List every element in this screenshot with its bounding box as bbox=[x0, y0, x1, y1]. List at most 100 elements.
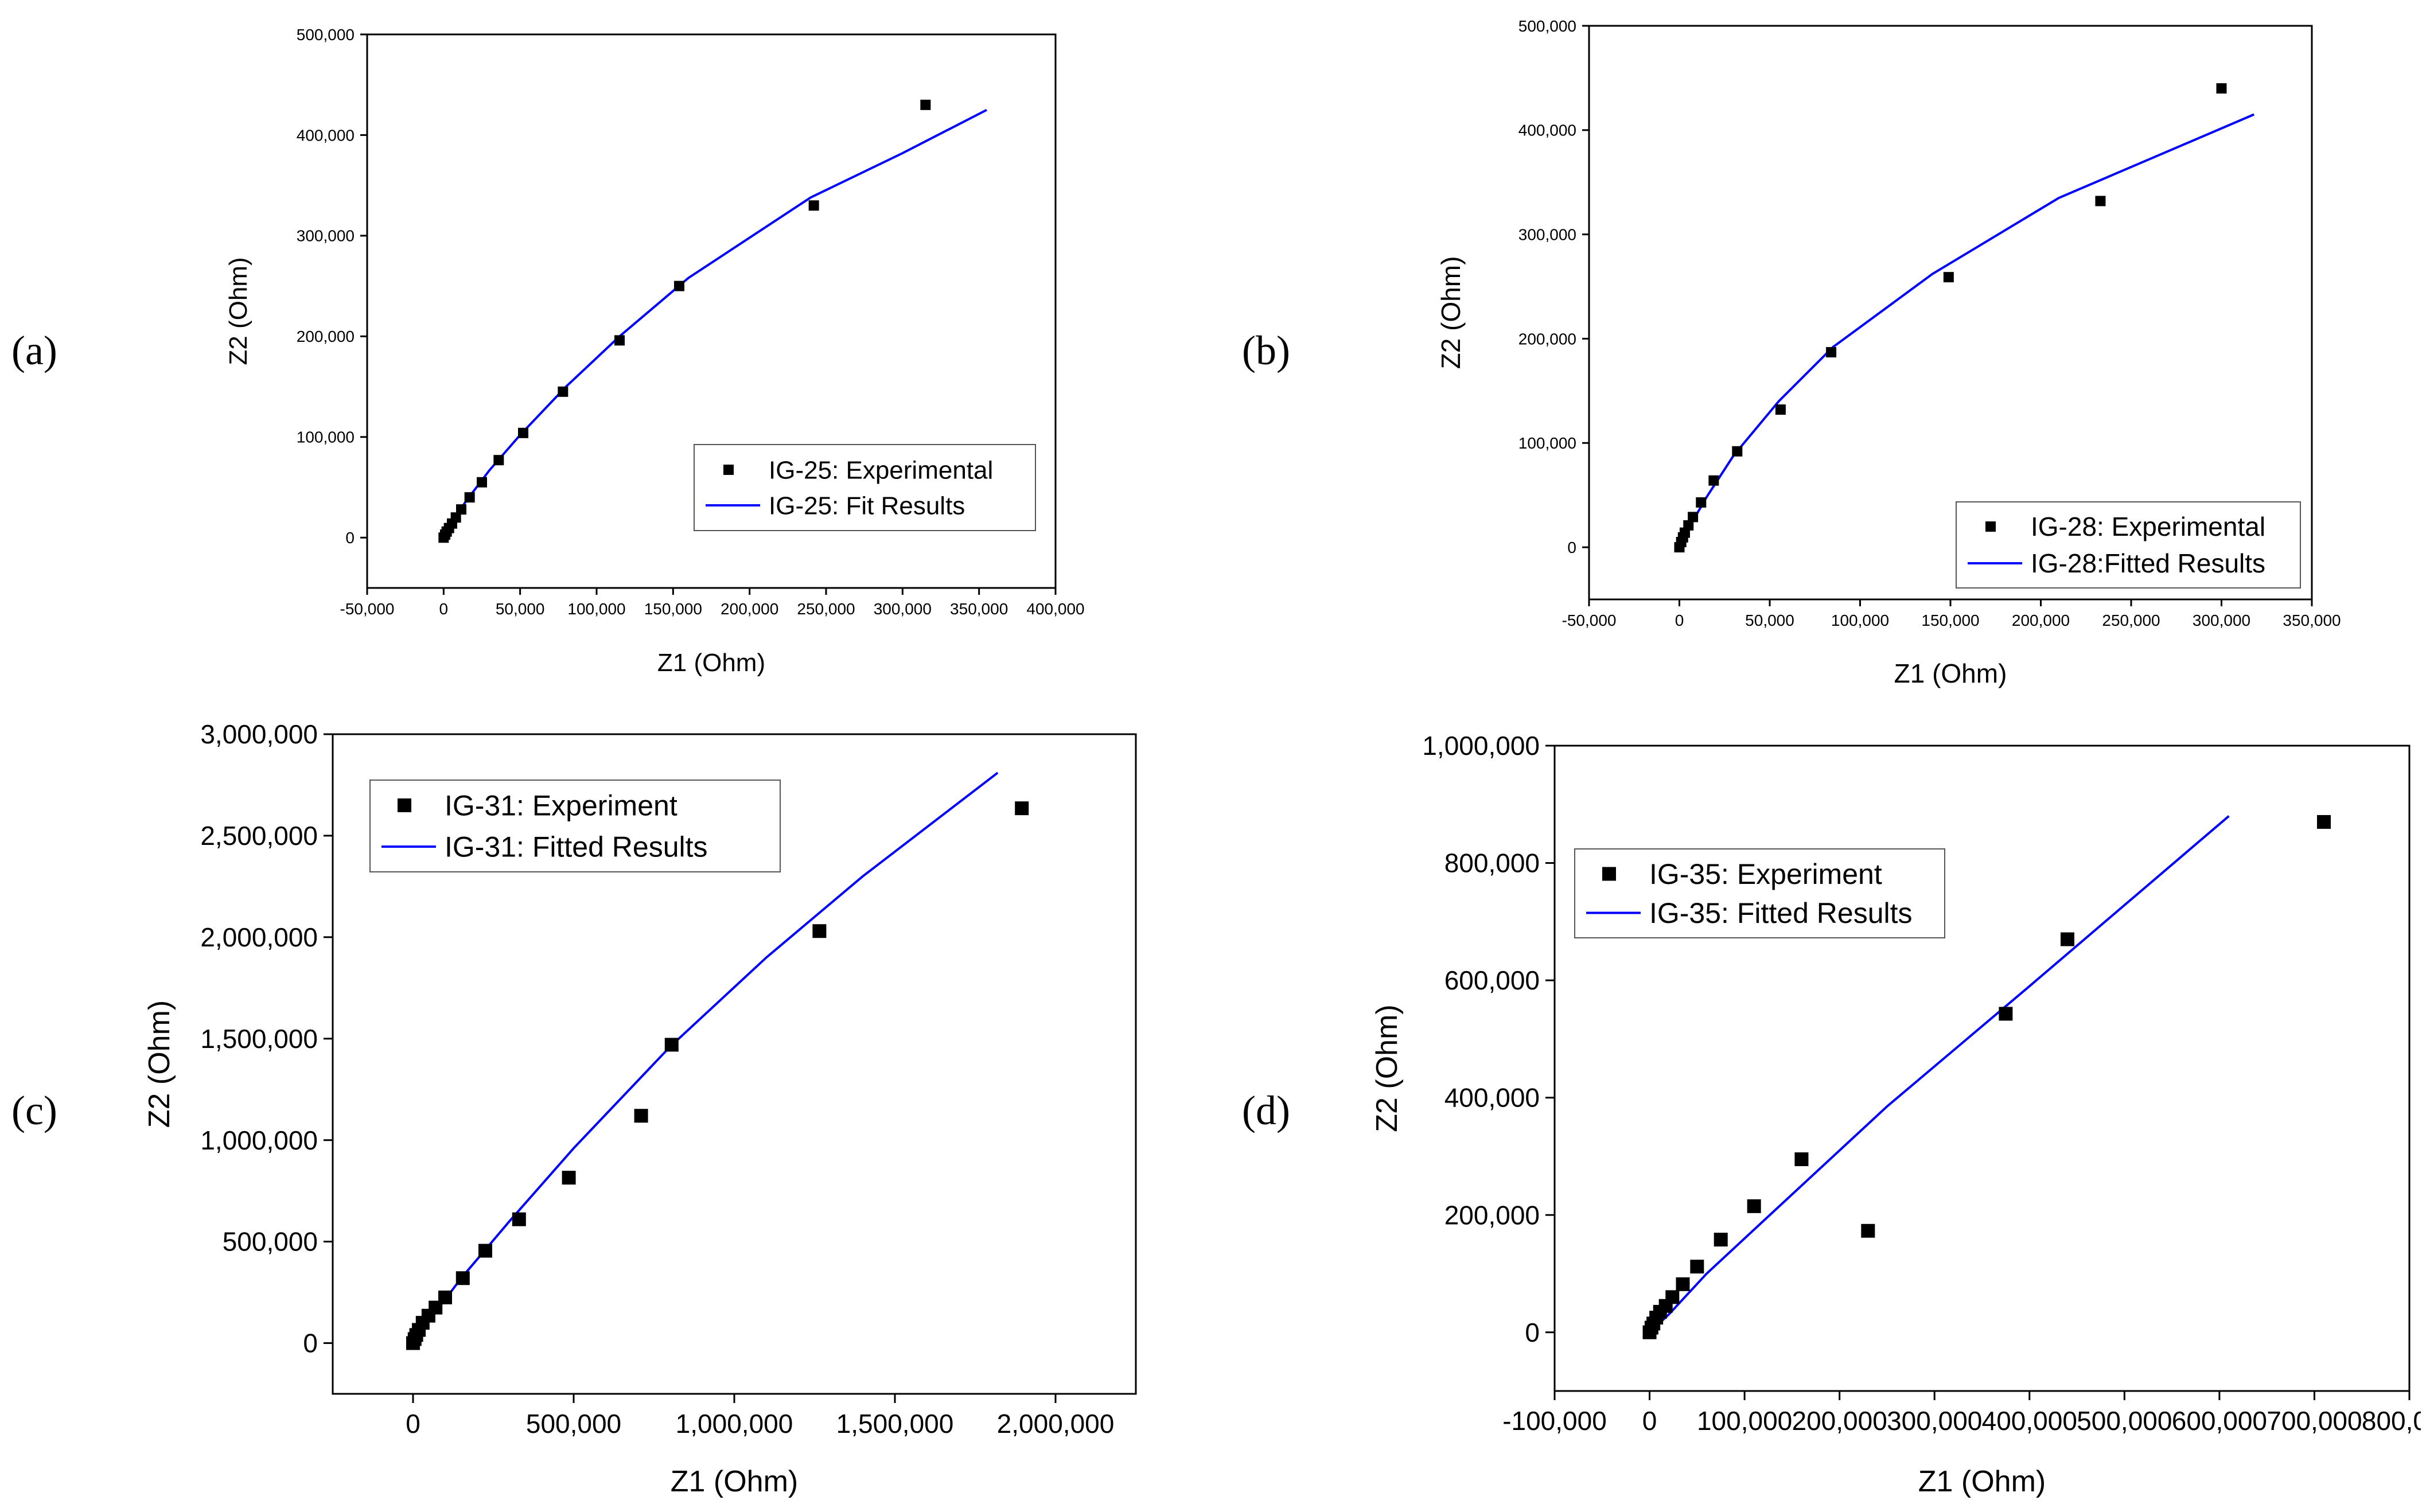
y-tick-label-c: 2,500,000 bbox=[200, 821, 318, 851]
x-tick-label-c: 2,000,000 bbox=[997, 1409, 1115, 1439]
data-point-d bbox=[1714, 1233, 1728, 1247]
x-axis-title-a: Z1 (Ohm) bbox=[657, 649, 765, 677]
x-tick-label-d: 200,000 bbox=[1792, 1406, 1887, 1436]
y-tick-label-c: 1,000,000 bbox=[200, 1125, 318, 1155]
x-tick-label-a: -50,000 bbox=[340, 600, 395, 618]
legend-marker-icon-b bbox=[1985, 521, 1996, 532]
x-tick-label-b: -50,000 bbox=[1562, 611, 1617, 629]
data-point-c bbox=[664, 1038, 679, 1052]
x-tick-label-b: 200,000 bbox=[2012, 611, 2070, 629]
y-axis-title-b: Z2 (Ohm) bbox=[1436, 256, 1466, 369]
legend-marker-icon-a bbox=[723, 465, 734, 475]
plot-frame-a bbox=[366, 33, 1057, 589]
y-tick-label-c: 3,000,000 bbox=[200, 719, 318, 749]
legend-box-b bbox=[1956, 501, 2301, 589]
x-tick-label-a: 150,000 bbox=[644, 600, 702, 618]
data-point-a bbox=[614, 335, 625, 346]
legend-label-experimental-c: IG-31: Experiment bbox=[445, 790, 677, 822]
x-tick-label-d: 0 bbox=[1642, 1406, 1657, 1436]
data-point-a bbox=[493, 455, 504, 466]
x-tick-label-d: 500,000 bbox=[2077, 1406, 2172, 1436]
data-point-b bbox=[1696, 497, 1707, 508]
x-tick-label-c: 1,000,000 bbox=[676, 1409, 793, 1439]
x-tick-label-d: 400,000 bbox=[1982, 1406, 2077, 1436]
y-tick-label-c: 2,000,000 bbox=[200, 922, 318, 952]
x-tick-label-d: 600,000 bbox=[2172, 1406, 2267, 1436]
legend-label-experimental-d: IG-35: Experiment bbox=[1649, 858, 1882, 890]
data-point-c bbox=[478, 1244, 492, 1258]
x-tick-label-b: 0 bbox=[1675, 611, 1684, 629]
y-tick-label-c: 0 bbox=[303, 1328, 318, 1358]
data-point-a bbox=[456, 504, 466, 515]
legend-d: IG-35: Experiment IG-35: Fitted Results bbox=[1574, 848, 1945, 938]
legend-a: IG-25: Experimental IG-25: Fit Results bbox=[694, 444, 1036, 531]
data-point-b bbox=[1826, 347, 1837, 358]
data-point-b bbox=[1708, 475, 1719, 486]
x-axis-title-b: Z1 (Ohm) bbox=[1894, 658, 2007, 688]
legend-b: IG-28: Experimental IG-28:Fitted Results bbox=[1956, 501, 2301, 589]
y-tick-label-d: 1,000,000 bbox=[1422, 731, 1540, 761]
x-tick-label-a: 250,000 bbox=[797, 600, 855, 618]
chart-c: 0 500,000 1,000,000 1,500,000 2,000,000 0 500,… bbox=[143, 719, 1137, 1498]
x-tick-label-a: 300,000 bbox=[874, 600, 932, 618]
legend-label-fit-d: IG-35: Fitted Results bbox=[1649, 897, 1913, 929]
y-tick-label-a: 400,000 bbox=[297, 126, 355, 144]
y-tick-label-d: 400,000 bbox=[1444, 1083, 1540, 1113]
y-tick-label-a: 100,000 bbox=[297, 428, 355, 446]
y-axis-title-a: Z2 (Ohm) bbox=[224, 257, 252, 365]
x-tick-label-d: 300,000 bbox=[1887, 1406, 1982, 1436]
data-point-c bbox=[455, 1271, 470, 1285]
panel-label-d: (d) bbox=[1242, 1088, 1290, 1133]
legend-label-fit-c: IG-31: Fitted Results bbox=[445, 831, 708, 863]
data-point-c bbox=[1015, 801, 1029, 816]
x-axis-title-c: Z1 (Ohm) bbox=[671, 1465, 798, 1498]
x-tick-label-d: 100,000 bbox=[1697, 1406, 1792, 1436]
data-point-a bbox=[518, 427, 528, 438]
data-point-a bbox=[450, 512, 461, 523]
y-tick-label-a: 200,000 bbox=[297, 328, 355, 345]
y-axis-title-c: Z2 (Ohm) bbox=[143, 1000, 176, 1128]
legend-c: IG-31: Experiment IG-31: Fitted Results bbox=[369, 780, 781, 872]
x-tick-label-a: 0 bbox=[439, 600, 449, 618]
panel-label-c: (c) bbox=[11, 1088, 57, 1133]
data-point-b bbox=[2216, 83, 2227, 94]
legend-label-fit-b: IG-28:Fitted Results bbox=[2031, 548, 2265, 578]
y-tick-label-c: 1,500,000 bbox=[200, 1024, 318, 1054]
data-point-c bbox=[812, 924, 827, 938]
data-point-a bbox=[464, 492, 475, 503]
data-point-c bbox=[512, 1212, 526, 1226]
panel-label-a: (a) bbox=[11, 328, 57, 373]
y-tick-label-a: 0 bbox=[345, 529, 355, 547]
y-tick-label-d: 0 bbox=[1525, 1318, 1540, 1347]
y-tick-label-a: 500,000 bbox=[297, 26, 355, 44]
panel-label-b: (b) bbox=[1242, 328, 1290, 373]
legend-box-a bbox=[694, 444, 1036, 531]
legend-label-experimental-b: IG-28: Experimental bbox=[2031, 512, 2265, 541]
legend-box-d bbox=[1574, 848, 1945, 938]
data-point-a bbox=[477, 477, 487, 488]
data-point-b bbox=[1775, 404, 1786, 415]
y-tick-label-b: 0 bbox=[1567, 539, 1576, 556]
data-point-b bbox=[1943, 272, 1954, 283]
x-tick-label-b: 350,000 bbox=[2283, 611, 2341, 629]
x-tick-label-c: 500,000 bbox=[526, 1409, 621, 1439]
y-axis-title-d: Z2 (Ohm) bbox=[1370, 1004, 1404, 1132]
chart-a: -50,000 0 50,000 100,000 150,000 200,000 250,0… bbox=[224, 26, 1085, 677]
x-tick-label-d: -100,000 bbox=[1502, 1406, 1607, 1436]
y-tick-label-d: 200,000 bbox=[1444, 1200, 1540, 1230]
data-point-a bbox=[674, 280, 684, 291]
data-point-d bbox=[1665, 1290, 1680, 1304]
x-tick-label-d: 700,000 bbox=[2267, 1406, 2362, 1436]
chart-b: -50,000 0 50,000 100,000 150,000 200,000 250,0… bbox=[1436, 17, 2341, 688]
chart-d: -100,000 0 100,000 200,000 300,000 400,000 500… bbox=[1370, 731, 2421, 1498]
data-point-d bbox=[1690, 1260, 1704, 1274]
data-point-d bbox=[1999, 1007, 2013, 1021]
plot-frame-d bbox=[1553, 745, 2411, 1392]
x-tick-label-b: 50,000 bbox=[1745, 611, 1794, 629]
x-tick-label-a: 50,000 bbox=[496, 600, 545, 618]
data-point-b bbox=[1688, 512, 1699, 523]
data-point-d bbox=[1794, 1152, 1809, 1167]
legend-marker-icon-d bbox=[1602, 867, 1616, 881]
x-tick-label-a: 400,000 bbox=[1026, 600, 1084, 618]
legend-label-experimental-a: IG-25: Experimental bbox=[769, 456, 993, 484]
